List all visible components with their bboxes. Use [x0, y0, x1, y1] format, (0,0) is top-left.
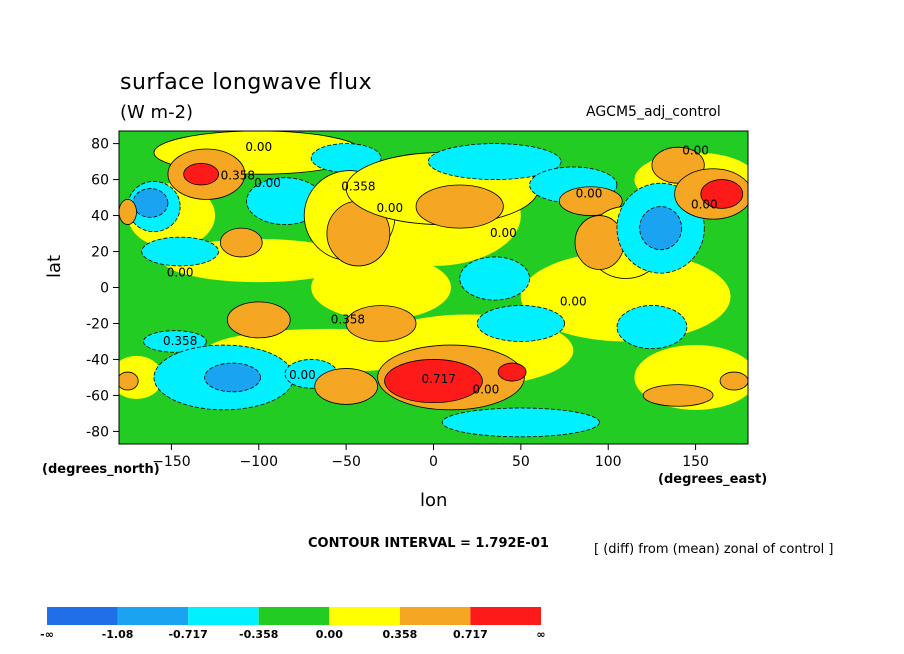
contour-region	[427, 143, 562, 180]
y-tick-label: -60	[86, 388, 109, 404]
y-axis-units: (degrees_north)	[42, 462, 160, 477]
colorbar-swatch	[329, 607, 400, 625]
contour-label: 0.358	[221, 169, 255, 183]
contour-label: 0.00	[576, 187, 603, 201]
colorbar-swatch	[399, 607, 471, 625]
chart-title: surface longwave flux	[120, 70, 373, 95]
contour-region	[642, 384, 714, 407]
colorbar-label: -1.08	[102, 628, 134, 641]
contour-region	[441, 407, 600, 438]
colorbar-label: -0.717	[168, 628, 207, 641]
x-tick-label: −50	[331, 454, 361, 470]
contour-label: 0.00	[254, 176, 281, 190]
contour-label: 0.358	[331, 312, 365, 326]
x-axis-label: lon	[420, 490, 448, 511]
x-tick-label: 0	[429, 454, 438, 470]
contour-region	[384, 359, 483, 404]
contour-label: 0.00	[691, 197, 718, 211]
contour-interval: CONTOUR INTERVAL = 1.792E-01	[308, 536, 549, 551]
contour-label: 0.00	[376, 201, 403, 215]
colorbar-swatch	[470, 607, 541, 625]
colorbar-label: 0.358	[382, 628, 417, 641]
contour-region	[119, 198, 137, 225]
contour-region	[345, 305, 417, 342]
contour-region	[204, 362, 261, 393]
contour-region	[141, 236, 219, 267]
y-axis: 80 60 40 20 0 -20 -40 -60 -80	[86, 137, 119, 440]
chart-units: (W m-2)	[120, 102, 194, 123]
colorbar-swatch	[117, 607, 189, 625]
x-tick-label: 50	[512, 454, 530, 470]
colorbar-swatch	[47, 607, 118, 625]
y-tick-label: 0	[100, 281, 109, 297]
colorbar-label: 0.717	[453, 628, 488, 641]
contour-label: 0.00	[560, 294, 587, 308]
chart-note: [ (diff) from (mean) zonal of control ]	[594, 542, 834, 557]
x-axis: −150 −100 −50 0 50 100 150	[152, 444, 709, 470]
contour-region	[476, 305, 565, 342]
contour-region	[132, 188, 169, 218]
x-tick-label: −100	[240, 454, 278, 470]
colorbar-label: ∞	[536, 628, 545, 641]
contour-region	[183, 162, 219, 186]
contour-label: 0.00	[289, 368, 316, 382]
colorbar-swatch	[188, 607, 259, 625]
contour-region	[143, 330, 207, 353]
contour-region	[310, 143, 382, 173]
x-axis-units: (degrees_east)	[658, 472, 768, 487]
colorbar-swatch	[258, 607, 330, 625]
contour-region	[459, 256, 530, 301]
y-tick-label: -20	[86, 316, 109, 332]
contour-region	[574, 215, 625, 270]
contour-region	[639, 206, 683, 251]
colorbar-label: -0.358	[239, 628, 278, 641]
contour-region	[558, 186, 623, 216]
x-tick-label: 100	[595, 454, 622, 470]
contour-region	[700, 179, 744, 209]
contour-region	[311, 255, 451, 320]
colorbar: -∞ -1.08 -0.717 -0.358 0.00 0.358 0.717 ∞	[40, 607, 546, 641]
contour-region	[415, 184, 504, 229]
colorbar-label: -∞	[40, 628, 54, 641]
y-tick-label: 80	[91, 137, 109, 153]
x-tick-label: −150	[152, 454, 190, 470]
y-tick-label: -40	[86, 352, 109, 368]
dataset-label: AGCM5_adj_control	[586, 104, 721, 120]
y-tick-label: 20	[91, 245, 109, 261]
y-tick-label: 40	[91, 209, 109, 225]
contour-label: 0.358	[341, 179, 375, 193]
contour-region	[226, 301, 291, 339]
contour-region	[719, 371, 748, 391]
y-tick-label: -80	[86, 424, 109, 440]
x-tick-label: 150	[682, 454, 709, 470]
contour-region	[314, 368, 378, 405]
contour-label: 0.717	[422, 372, 456, 386]
contour-region	[119, 371, 139, 391]
contour-label: 0.00	[473, 383, 500, 397]
contour-label: 0.00	[490, 226, 517, 240]
contour-region	[219, 227, 263, 258]
colorbar-label: 0.00	[316, 628, 343, 641]
contour-label: 0.00	[682, 143, 709, 157]
contour-region	[616, 305, 688, 350]
contour-region	[497, 362, 527, 382]
contour-label: 0.00	[167, 266, 194, 280]
contour-label: 0.358	[163, 334, 197, 348]
plot-area	[119, 131, 748, 444]
y-tick-label: 60	[91, 173, 109, 189]
contour-label: 0.00	[245, 140, 272, 154]
